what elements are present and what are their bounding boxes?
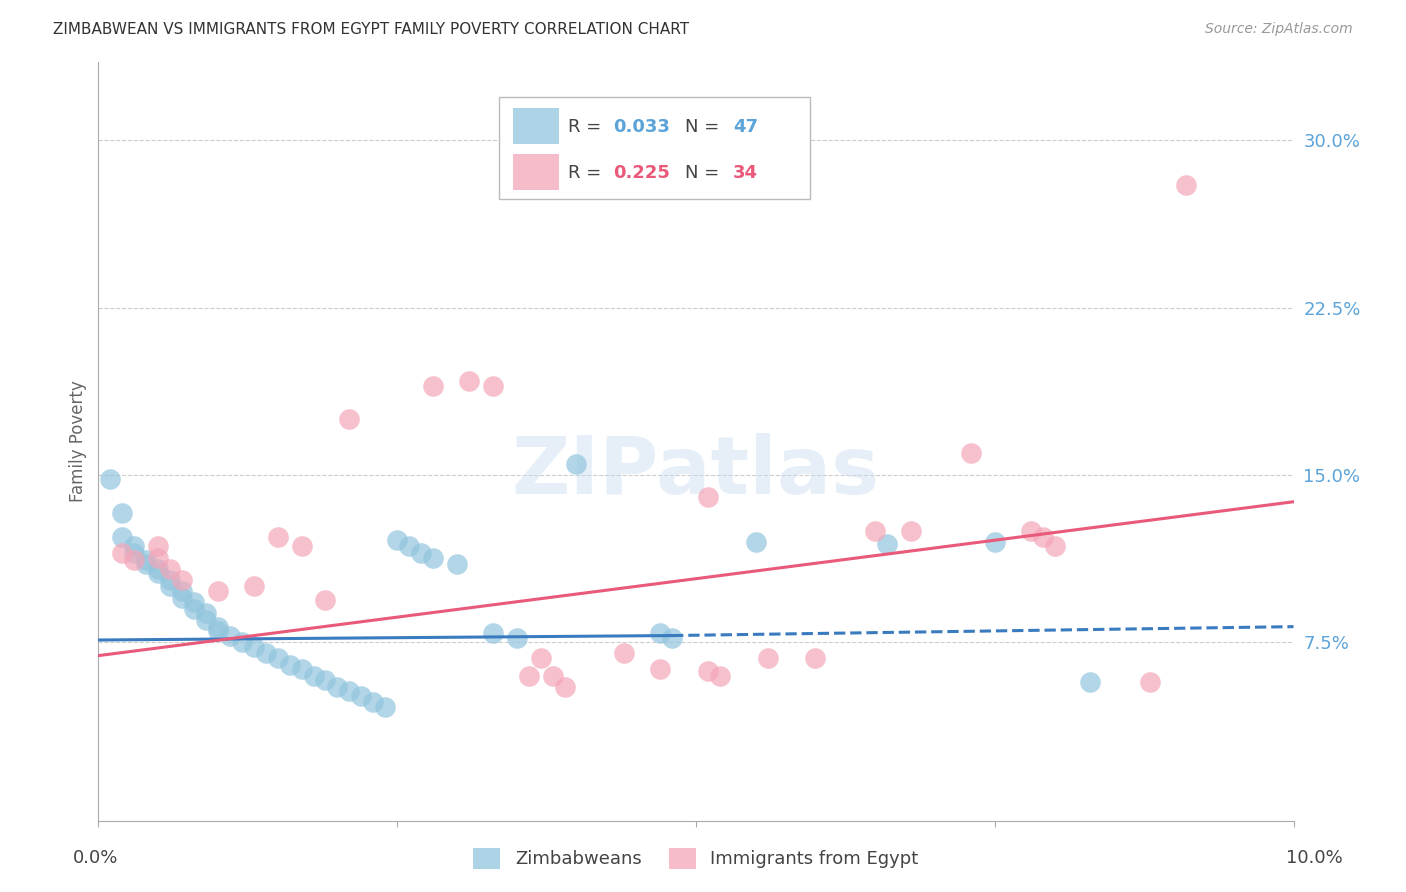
Point (506, 631, 529, 645)
Point (385, 533, 409, 547)
Point (231, 635, 253, 649)
Point (1019, 524, 1042, 538)
Point (98, 473, 122, 487)
Point (183, 602, 205, 616)
Text: N =: N = (685, 119, 725, 136)
Point (207, 619, 229, 633)
Point (278, 657, 301, 672)
Point (291, 662, 314, 676)
Point (422, 378, 444, 392)
Text: 0.033: 0.033 (613, 119, 671, 136)
Point (541, 669, 564, 683)
Point (172, 573, 194, 587)
Bar (513, 108, 558, 144)
Point (422, 550, 444, 565)
Point (159, 580, 181, 594)
Point (613, 646, 636, 660)
Point (326, 680, 349, 694)
Bar (513, 153, 558, 190)
Point (195, 607, 218, 621)
Point (804, 651, 827, 665)
Point (1175, 178, 1198, 192)
Text: N =: N = (685, 164, 725, 182)
Point (363, 696, 385, 710)
Point (339, 412, 361, 426)
Point (111, 546, 134, 560)
Text: ZIMBABWEAN VS IMMIGRANTS FROM EGYPT FAMILY POVERTY CORRELATION CHART: ZIMBABWEAN VS IMMIGRANTS FROM EGYPT FAMI… (53, 22, 689, 37)
Text: 47: 47 (733, 119, 758, 136)
Point (530, 651, 553, 665)
Point (111, 506, 134, 520)
Point (865, 524, 887, 538)
Point (172, 583, 194, 598)
Point (1080, 675, 1102, 690)
Point (315, 592, 337, 607)
Point (398, 539, 420, 553)
Point (960, 446, 983, 460)
Text: Source: ZipAtlas.com: Source: ZipAtlas.com (1205, 22, 1353, 37)
Point (697, 490, 720, 504)
Point (207, 583, 229, 598)
Point (517, 669, 540, 683)
Point (124, 539, 146, 553)
Point (374, 699, 396, 714)
Point (650, 626, 672, 640)
FancyBboxPatch shape (499, 96, 810, 199)
Point (900, 524, 922, 538)
Point (243, 580, 266, 594)
Point (565, 457, 588, 471)
Point (291, 539, 314, 553)
Text: 34: 34 (733, 164, 758, 182)
Point (482, 378, 505, 392)
Point (159, 573, 181, 587)
Y-axis label: Family Poverty: Family Poverty (69, 381, 87, 502)
Point (302, 669, 325, 683)
Point (1032, 530, 1054, 544)
Point (111, 530, 134, 544)
Point (267, 651, 290, 665)
Point (984, 535, 1007, 549)
Text: 0.0%: 0.0% (73, 849, 118, 867)
Point (183, 595, 205, 609)
Point (650, 662, 672, 676)
Point (458, 375, 481, 389)
Point (697, 664, 720, 679)
Legend: Zimbabweans, Immigrants from Egypt: Zimbabweans, Immigrants from Egypt (467, 841, 925, 876)
Point (195, 613, 218, 627)
Point (172, 591, 194, 605)
Point (148, 550, 170, 565)
Point (207, 624, 229, 639)
Point (745, 535, 768, 549)
Point (1139, 675, 1161, 690)
Text: R =: R = (568, 164, 607, 182)
Text: R =: R = (568, 119, 607, 136)
Point (339, 684, 361, 698)
Point (219, 628, 242, 642)
Point (554, 680, 576, 694)
Point (661, 631, 683, 645)
Point (709, 669, 731, 683)
Point (254, 646, 277, 660)
Text: ZIPatlas: ZIPatlas (512, 433, 880, 511)
Point (135, 557, 157, 572)
Point (124, 546, 146, 560)
Point (159, 562, 181, 576)
Point (267, 530, 290, 544)
Point (482, 626, 505, 640)
Point (411, 546, 433, 560)
Point (148, 539, 170, 553)
Point (1043, 539, 1066, 553)
Point (315, 673, 337, 688)
Point (148, 562, 170, 576)
Point (756, 651, 779, 665)
Text: 0.225: 0.225 (613, 164, 671, 182)
Point (876, 537, 898, 551)
Point (350, 689, 373, 703)
Point (135, 552, 157, 567)
Point (148, 566, 170, 581)
Point (446, 557, 468, 572)
Point (243, 640, 266, 654)
Point (124, 552, 146, 567)
Text: 10.0%: 10.0% (1286, 849, 1343, 867)
